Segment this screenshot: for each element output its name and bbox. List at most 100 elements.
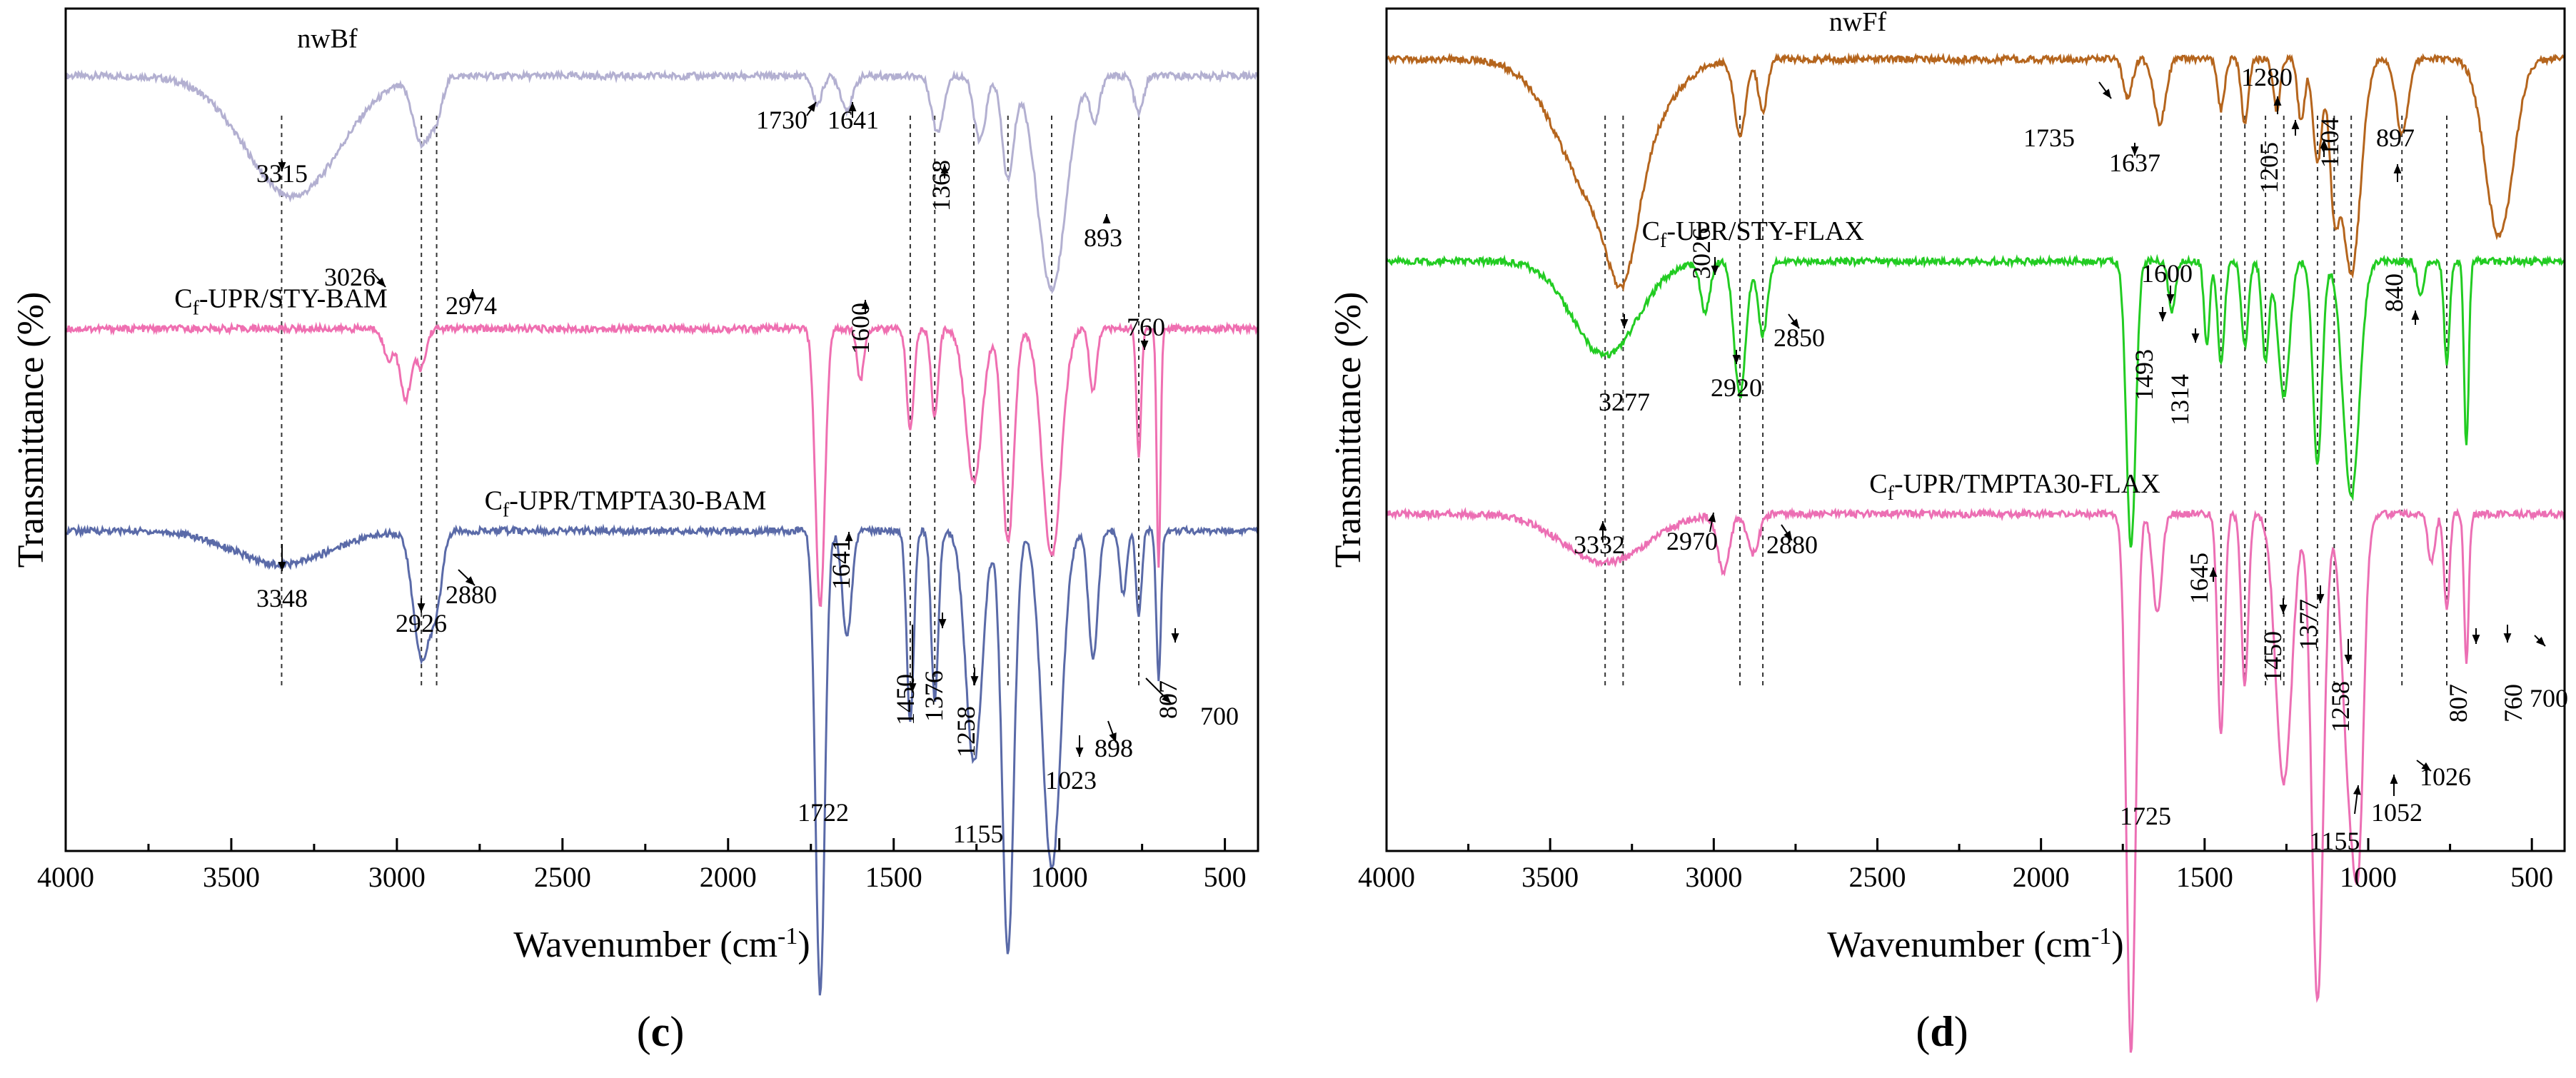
x-tick-label: 1000 [2340, 861, 2397, 893]
annotation-arrowhead [845, 532, 853, 541]
annotation-arrowhead [2158, 312, 2167, 321]
peak-annotation: 2970 [1666, 527, 1718, 555]
series-label: Cf-UPR/TMPTA30-BAM [485, 486, 767, 522]
annotation-arrowhead [2209, 568, 2218, 577]
annotation-arrowhead [2472, 635, 2480, 644]
peak-annotation: 3026 [324, 263, 376, 291]
annotation-arrowhead [2344, 655, 2353, 664]
peak-annotation: 1450 [891, 674, 920, 725]
peak-annotation: 1368 [927, 160, 955, 211]
peak-annotation: 1725 [2120, 802, 2171, 830]
annotation-arrowhead [2421, 762, 2431, 771]
peak-annotation: 2880 [1766, 530, 1818, 559]
annotation-arrowhead [1102, 214, 1111, 223]
peak-annotation: 1280 [2241, 63, 2293, 91]
peak-annotation: 1641 [827, 538, 855, 590]
annotation-arrowhead [1162, 694, 1171, 703]
annotation-arrowhead [1075, 747, 1084, 757]
annotation-arrowhead [848, 102, 857, 111]
peak-annotation: 3277 [1599, 388, 1650, 416]
x-tick-label: 2000 [2013, 861, 2070, 893]
x-tick-label: 500 [1204, 861, 1247, 893]
annotation-arrowhead [807, 102, 816, 112]
x-tick-label: 2500 [1849, 861, 1906, 893]
annotation-arrowhead [1171, 633, 1179, 643]
series-line [64, 69, 1259, 295]
annotation-arrowhead [1140, 341, 1149, 350]
x-tick-label: 2500 [534, 861, 591, 893]
annotation-arrowhead [861, 300, 870, 309]
series-label: Cf-UPR/TMPTA30-FLAX [1869, 469, 2160, 505]
y-axis-label: Transmittance (%) [11, 292, 51, 568]
annotation-arrowhead [1599, 521, 1607, 530]
peak-annotation: 3026 [1687, 228, 1716, 279]
annotation-arrowhead [2316, 594, 2325, 603]
peak-annotation: 1493 [2130, 349, 2158, 401]
peak-annotation: 807 [2444, 684, 2472, 722]
peak-annotation: 2920 [1711, 373, 1762, 402]
series-label: nwBf [297, 24, 358, 54]
x-tick-label: 3000 [1685, 861, 1742, 893]
annotation-arrowhead [1708, 513, 1716, 523]
annotation-arrowhead [938, 619, 947, 628]
peak-annotation: 1377 [2294, 599, 2323, 650]
x-tick-label: 4000 [37, 861, 94, 893]
x-tick-label: 3500 [203, 861, 260, 893]
x-axis-label: Wavenumber (cm-1) [1827, 923, 2123, 965]
peak-annotation: 760 [2499, 684, 2527, 722]
peak-annotation: 1258 [952, 706, 980, 757]
annotation-arrowhead [1620, 319, 1629, 328]
peak-annotation: 1155 [953, 820, 1004, 848]
plot-frame [64, 7, 1259, 852]
x-tick-label: 2000 [700, 861, 757, 893]
annotation-arrowhead [417, 603, 426, 613]
annotation-arrowhead [2353, 785, 2361, 795]
peak-annotation: 1023 [1045, 766, 1097, 795]
annotation-arrowhead [1711, 266, 1719, 275]
annotation-arrowhead [2130, 146, 2139, 156]
series-line [65, 523, 1259, 996]
annotation-arrowhead [2279, 605, 2288, 614]
annotation-arrowhead [376, 277, 386, 287]
annotation-arrowhead [278, 162, 286, 171]
peak-annotation: 1258 [2326, 681, 2355, 732]
annotation-arrowhead [2503, 633, 2512, 643]
annotation-arrowhead [1109, 732, 1117, 742]
annotation-arrowhead [940, 164, 949, 173]
series-line [65, 321, 1259, 608]
panel-letter: (d) [1916, 1008, 1968, 1055]
series-label: Cf-UPR/STY-BAM [174, 283, 388, 319]
peak-annotation: 893 [1084, 223, 1122, 252]
peak-annotation: 840 [2380, 273, 2408, 312]
annotation-arrowhead [2411, 311, 2420, 320]
peak-annotation: 1052 [2371, 798, 2422, 827]
peak-annotation: 1314 [2165, 374, 2194, 425]
x-tick-label: 1500 [865, 861, 922, 893]
annotation-arrowhead [278, 562, 286, 571]
chart-panel-c: nwBfCf-UPR/STY-BAMCf-UPR/TMPTA30-BAM3315… [11, 7, 1259, 1055]
peak-annotation: 1205 [2255, 142, 2283, 193]
series-line [1385, 253, 2565, 548]
x-axis-label: Wavenumber (cm-1) [513, 923, 810, 965]
x-tick-label: 1500 [2176, 861, 2233, 893]
x-tick-label: 4000 [1358, 861, 1415, 893]
annotation-arrowhead [2191, 333, 2200, 343]
x-tick-label: 1000 [1031, 861, 1088, 893]
peak-annotation: 897 [2376, 124, 2415, 152]
peak-annotation: 1600 [2141, 259, 2193, 288]
annotation-arrowhead [2390, 775, 2398, 784]
panel-letter: (c) [637, 1008, 685, 1055]
peak-annotation: 1645 [2185, 553, 2213, 604]
series-label: nwFf [1829, 7, 1887, 37]
peak-annotation: 700 [1200, 702, 1239, 730]
annotation-arrowhead [1790, 318, 1799, 328]
series-line [1386, 52, 2565, 292]
peak-annotation: 1722 [798, 798, 849, 827]
annotation-arrowhead [970, 676, 979, 685]
annotation-arrowhead [2291, 120, 2300, 129]
peak-annotation: 2880 [446, 580, 497, 609]
peak-annotation: 1450 [2258, 631, 2287, 682]
y-axis-label: Transmittance (%) [1328, 292, 1369, 568]
annotation-arrowhead [2273, 96, 2282, 106]
